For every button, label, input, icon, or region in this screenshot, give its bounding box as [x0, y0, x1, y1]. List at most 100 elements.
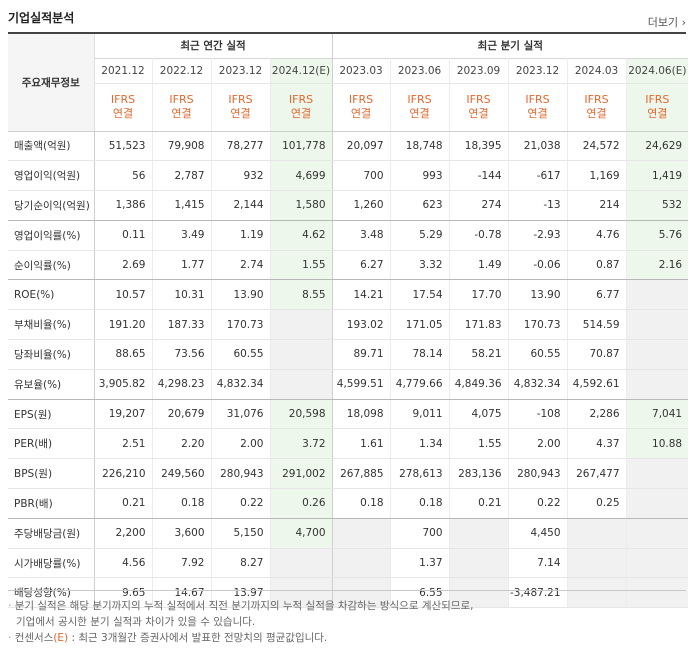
- table-cell: 4.37: [566, 428, 627, 460]
- table-cell: 10.88: [625, 428, 689, 460]
- more-link[interactable]: 더보기 ›: [648, 14, 686, 30]
- row-label[interactable]: 영업이익(억원): [8, 160, 94, 192]
- ifrs-label: IFRS 연결: [269, 83, 333, 132]
- ifrs-standard: IFRS: [288, 93, 314, 106]
- table-cell: 4,832.34: [210, 369, 270, 400]
- table-cell: [625, 369, 689, 400]
- table-row: 당좌비율(%) 88.65 73.56 60.55 89.71 78.14 58.21 60.…: [8, 339, 689, 370]
- row-label[interactable]: 매출액(억원): [8, 131, 94, 162]
- footnotes: · 분기 실적은 해당 분기까지의 누적 실적에서 직전 분기까지의 누적 실적…: [8, 598, 688, 646]
- table-cell: 0.25: [566, 488, 627, 519]
- table-cell: 9.65: [93, 577, 152, 609]
- table-cell: 10.31: [151, 279, 211, 311]
- ifrs-label: IFRS 연결: [210, 83, 270, 132]
- table-cell: 4,450: [507, 518, 568, 549]
- table-cell: 31,076: [210, 399, 270, 430]
- table-cell: 291,002: [269, 458, 333, 490]
- period-header: 2023.09: [448, 58, 509, 84]
- table-cell: [625, 279, 689, 311]
- row-header-label: 주요재무정보: [8, 34, 95, 132]
- row-label[interactable]: BPS(원): [8, 458, 94, 490]
- table-cell: 274: [448, 190, 509, 221]
- row-label[interactable]: 유보율(%): [8, 369, 94, 400]
- bullet-icon: ·: [8, 632, 12, 644]
- ifrs-label: IFRS 연결: [448, 83, 509, 132]
- ifrs-consolidated: 연결: [527, 107, 548, 120]
- table-cell: 280,943: [507, 458, 568, 490]
- row-label[interactable]: PBR(배): [8, 488, 94, 519]
- ifrs-label: IFRS 연결: [507, 83, 568, 132]
- row-label[interactable]: PER(배): [8, 428, 94, 460]
- table-cell: 88.65: [93, 339, 152, 370]
- table-cell: 7,041: [625, 399, 689, 430]
- row-label[interactable]: EPS(원): [8, 399, 94, 430]
- table-row: PER(배) 2.51 2.20 2.00 3.72 1.61 1.34 1.55 2.00 4.…: [8, 428, 689, 460]
- ifrs-standard: IFRS: [584, 93, 609, 106]
- table-cell: [269, 369, 333, 400]
- footnote-quarterly: · 분기 실적은 해당 분기까지의 누적 실적에서 직전 분기까지의 누적 실적…: [8, 598, 688, 630]
- table-cell: 3.49: [151, 220, 211, 251]
- table-cell: 278,613: [389, 458, 450, 490]
- table-row: 영업이익률(%) 0.11 3.49 1.19 4.62 3.48 5.29 -0.78 -2.…: [8, 220, 689, 251]
- row-label[interactable]: 당좌비율(%): [8, 339, 94, 370]
- table-cell: 171.83: [448, 309, 509, 341]
- table-cell: 4,298.23: [151, 369, 211, 400]
- row-label[interactable]: 배당성향(%): [8, 577, 94, 609]
- table-cell: 70.87: [566, 339, 627, 370]
- row-label[interactable]: 순이익률(%): [8, 250, 94, 281]
- table-cell: 1,419: [625, 160, 689, 192]
- table-cell: 2.16: [625, 250, 689, 281]
- period-header: 2024.06(E): [625, 58, 689, 84]
- table-cell: [448, 518, 509, 549]
- table-cell: 5.29: [389, 220, 450, 251]
- ifrs-consolidated: 연결: [171, 107, 192, 120]
- row-label[interactable]: 영업이익률(%): [8, 220, 94, 251]
- row-label[interactable]: ROE(%): [8, 279, 94, 311]
- row-label[interactable]: 부채비율(%): [8, 309, 94, 341]
- table-cell: [625, 458, 689, 490]
- table-cell: 8.55: [269, 279, 333, 311]
- table-cell: 4.62: [269, 220, 333, 251]
- table-cell: 3.72: [269, 428, 333, 460]
- table-cell: [625, 518, 689, 549]
- table-cell: 0.21: [448, 488, 509, 519]
- table-cell: 6.77: [566, 279, 627, 311]
- row-label[interactable]: 주당배당금(원): [8, 518, 94, 549]
- table-row: 주당배당금(원) 2,200 3,600 5,150 4,700 700 4,450: [8, 518, 689, 549]
- table-cell: 3,600: [151, 518, 211, 549]
- ifrs-consolidated: 연결: [290, 107, 312, 120]
- table-row: EPS(원) 19,207 20,679 31,076 20,598 18,098 9,01…: [8, 399, 689, 430]
- bottom-divider: [8, 590, 686, 591]
- table-cell: 932: [210, 160, 270, 192]
- group-annual-header: 최근 연간 실적: [93, 34, 333, 58]
- table-cell: 700: [389, 518, 450, 549]
- ifrs-consolidated: 연결: [468, 107, 489, 120]
- table-cell: 0.18: [331, 488, 391, 519]
- period-header: 2023.12: [210, 58, 270, 84]
- ifrs-standard: IFRS: [525, 93, 550, 106]
- table-cell: 3.32: [389, 250, 450, 281]
- table-cell: [625, 577, 689, 609]
- table-cell: 283,136: [448, 458, 509, 490]
- table-cell: 4,779.66: [389, 369, 450, 400]
- row-label[interactable]: 시가배당률(%): [8, 548, 94, 579]
- table-cell: [269, 309, 333, 341]
- financial-table: 주요재무정보 최근 연간 실적 최근 분기 실적 2021.12 2022.12 2…: [8, 34, 689, 609]
- table-cell: -2.93: [507, 220, 568, 251]
- table-cell: 4,832.34: [507, 369, 568, 400]
- table-cell: [269, 577, 333, 609]
- table-cell: 993: [389, 160, 450, 192]
- table-cell: [448, 548, 509, 579]
- table-cell: [331, 577, 391, 609]
- table-cell: 8.27: [210, 548, 270, 579]
- table-cell: 17.54: [389, 279, 450, 311]
- table-cell: 73.56: [151, 339, 211, 370]
- table-cell: 4,592.61: [566, 369, 627, 400]
- ifrs-consolidated: 연결: [230, 107, 251, 120]
- row-label[interactable]: 당기순이익(억원): [8, 190, 94, 221]
- table-row: 배당성향(%) 9.65 14.67 13.97 6.55 -3,487.21: [8, 577, 689, 609]
- table-cell: 170.73: [507, 309, 568, 341]
- table-cell: 24,629: [625, 131, 689, 162]
- table-cell: 24,572: [566, 131, 627, 162]
- table-cell: 4,699: [269, 160, 333, 192]
